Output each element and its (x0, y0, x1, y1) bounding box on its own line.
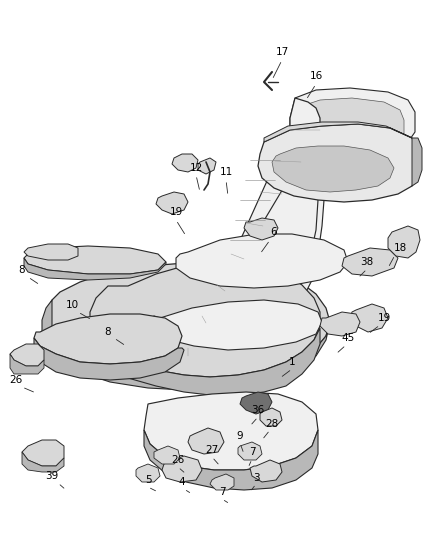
Polygon shape (90, 320, 320, 395)
Polygon shape (272, 146, 394, 192)
Text: 12: 12 (189, 163, 203, 173)
Polygon shape (46, 263, 330, 374)
Polygon shape (388, 226, 420, 258)
Text: 18: 18 (393, 243, 406, 253)
Text: 6: 6 (271, 227, 277, 237)
Polygon shape (412, 138, 422, 186)
Polygon shape (34, 314, 182, 364)
Polygon shape (162, 456, 202, 482)
Polygon shape (260, 408, 282, 426)
Text: 19: 19 (378, 313, 391, 323)
Polygon shape (210, 474, 234, 490)
Polygon shape (34, 338, 184, 380)
Text: 11: 11 (219, 167, 233, 177)
Polygon shape (136, 464, 160, 482)
Polygon shape (24, 258, 166, 280)
Polygon shape (240, 392, 272, 414)
Polygon shape (24, 246, 166, 274)
Polygon shape (154, 446, 180, 464)
Text: 27: 27 (205, 445, 219, 455)
Polygon shape (188, 130, 324, 357)
Text: 17: 17 (276, 47, 289, 57)
Circle shape (232, 420, 244, 432)
Polygon shape (24, 244, 78, 260)
Polygon shape (22, 452, 64, 472)
Polygon shape (172, 154, 198, 172)
Text: 7: 7 (219, 487, 225, 497)
Polygon shape (90, 262, 320, 377)
Polygon shape (320, 312, 360, 336)
Text: 38: 38 (360, 257, 374, 267)
Polygon shape (250, 460, 282, 482)
Polygon shape (22, 440, 64, 466)
Polygon shape (176, 234, 348, 288)
Text: 19: 19 (170, 207, 183, 217)
Polygon shape (144, 392, 318, 470)
Polygon shape (244, 218, 278, 240)
Text: 7: 7 (249, 447, 255, 457)
Circle shape (347, 155, 369, 177)
Polygon shape (10, 354, 44, 374)
Circle shape (306, 156, 330, 180)
Polygon shape (238, 442, 262, 460)
Polygon shape (258, 124, 418, 202)
Polygon shape (342, 248, 398, 276)
Polygon shape (188, 98, 320, 356)
Polygon shape (10, 344, 44, 366)
Text: 10: 10 (65, 300, 78, 310)
Text: 28: 28 (265, 419, 279, 429)
Polygon shape (198, 158, 216, 174)
Polygon shape (290, 88, 415, 156)
Polygon shape (300, 98, 404, 150)
Text: 8: 8 (105, 327, 111, 337)
Text: 8: 8 (19, 265, 25, 275)
Polygon shape (156, 192, 188, 214)
Text: 39: 39 (46, 471, 59, 481)
Polygon shape (144, 430, 318, 490)
Text: 16: 16 (309, 71, 323, 81)
Text: 5: 5 (145, 475, 151, 485)
Polygon shape (148, 300, 322, 350)
Text: 45: 45 (341, 333, 355, 343)
Text: 26: 26 (9, 375, 23, 385)
Text: 36: 36 (251, 405, 265, 415)
Text: 26: 26 (171, 455, 185, 465)
Polygon shape (350, 304, 388, 332)
Polygon shape (264, 122, 412, 142)
Text: 3: 3 (253, 473, 259, 483)
Text: 1: 1 (289, 357, 295, 367)
Polygon shape (42, 300, 330, 390)
Text: 9: 9 (237, 431, 244, 441)
Polygon shape (188, 428, 224, 454)
Text: 4: 4 (179, 477, 185, 487)
